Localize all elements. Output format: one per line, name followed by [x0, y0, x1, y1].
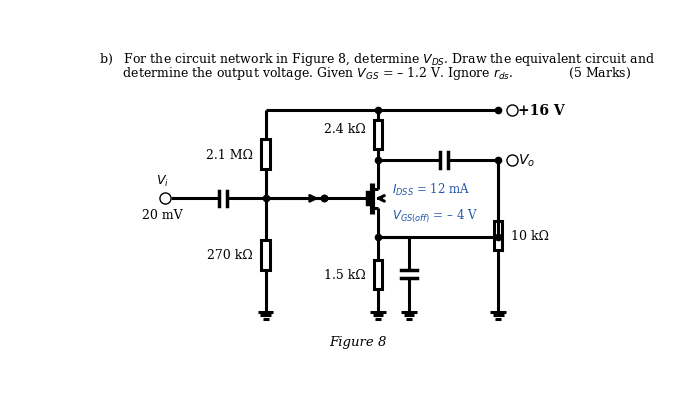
Bar [374, 121, 382, 150]
Text: 270 kΩ: 270 kΩ [208, 249, 253, 262]
Bar [261, 241, 270, 270]
Text: 2.1 MΩ: 2.1 MΩ [206, 148, 253, 161]
Text: $V_i$: $V_i$ [156, 174, 169, 189]
Bar [374, 260, 382, 289]
Text: determine the output voltage. Given $V_{GS}$ = – 1.2 V. Ignore $r_{ds}$.        : determine the output voltage. Given $V_{… [99, 65, 631, 81]
Text: 20 mV: 20 mV [142, 209, 183, 222]
Text: $I_{DSS}$ = 12 mA
$V_{GS(off)}$ = – 4 V: $I_{DSS}$ = 12 mA $V_{GS(off)}$ = – 4 V [392, 181, 478, 224]
Text: Figure 8: Figure 8 [329, 336, 387, 348]
Text: +16 V: +16 V [517, 103, 564, 117]
Bar [494, 222, 503, 251]
Text: 1.5 kΩ: 1.5 kΩ [324, 268, 366, 281]
Text: b)   For the circuit network in Figure 8, determine $V_{DS}$. Draw the equivalen: b) For the circuit network in Figure 8, … [99, 51, 655, 67]
Bar [261, 140, 270, 169]
Text: 10 kΩ: 10 kΩ [510, 229, 549, 243]
Text: 2.4 kΩ: 2.4 kΩ [324, 123, 366, 136]
Text: $V_o$: $V_o$ [518, 152, 535, 169]
